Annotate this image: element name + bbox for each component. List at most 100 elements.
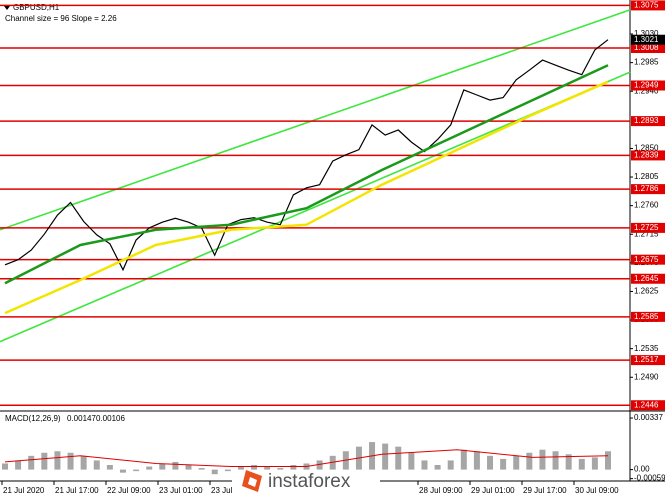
level-label: 1.2725: [634, 223, 659, 232]
chart-subtitle: Channel size = 96 Slope = 2.26: [5, 14, 117, 23]
level-label: 1.2585: [634, 312, 659, 321]
macd-bar: [237, 466, 244, 470]
level-label-box: [631, 0, 665, 11]
level-label: 1.2446: [634, 400, 659, 409]
level-label-box: [631, 355, 665, 366]
macd-bar: [277, 468, 284, 470]
level-label-box: [631, 116, 665, 127]
level-label-box: [631, 42, 665, 53]
level-label: 1.2786: [634, 184, 659, 193]
macd-bar: [28, 455, 35, 470]
macd-bar: [395, 446, 402, 470]
macd-bar: [80, 455, 87, 470]
macd-bar: [513, 455, 520, 470]
macd-bar: [552, 451, 559, 470]
macd-bar: [605, 451, 611, 470]
level-label-box: [631, 184, 665, 195]
level-label-box: [631, 254, 665, 265]
y-tick-label: 1.2715: [634, 229, 659, 238]
y-tick-label: 1.2625: [634, 287, 659, 296]
macd-bar: [251, 465, 258, 470]
title-marker: [4, 6, 10, 10]
y-tick-label: 1.3030: [634, 29, 659, 38]
macd-bar: [290, 465, 297, 470]
macd-bar: [106, 465, 113, 470]
channel-line: [0, 9, 631, 231]
y-tick-label: 0.00: [634, 465, 650, 474]
macd-bar: [408, 452, 415, 470]
x-tick-label: 30 Jul 09:00: [575, 486, 619, 495]
macd-bar: [526, 452, 533, 470]
macd-bar: [146, 466, 153, 470]
macd-bar: [434, 465, 441, 470]
macd-bar: [172, 461, 179, 470]
level-label-box: [631, 273, 665, 284]
level-label: 1.2949: [634, 81, 659, 90]
macd-bar: [133, 469, 140, 472]
macd-title: MACD(12,26,9): [5, 414, 61, 423]
x-tick-label: 21 Jul 2020: [3, 486, 45, 495]
watermark: instaforex: [268, 471, 351, 492]
macd-bar: [54, 451, 61, 470]
level-label: 1.3008: [634, 43, 659, 52]
x-tick-label: 29 Jul 01:00: [471, 486, 515, 495]
macd-bar: [224, 469, 231, 472]
macd-bar: [2, 463, 8, 470]
macd-bar: [264, 466, 271, 470]
level-label-box: [631, 311, 665, 322]
macd-bar: [198, 468, 205, 470]
level-label: 1.2839: [634, 151, 659, 160]
level-label: 1.2517: [634, 355, 659, 364]
macd-bar: [316, 460, 323, 470]
y-tick-label: 1.2985: [634, 58, 659, 67]
macd-bar: [500, 458, 507, 470]
macd-bar: [565, 454, 572, 470]
macd-bar: [460, 449, 467, 470]
macd-bar: [67, 452, 74, 470]
macd-bar: [15, 460, 22, 470]
level-label-box: [631, 222, 665, 233]
x-tick-label: 28 Jul 09:00: [419, 486, 463, 495]
macd-main-value: 0.00147: [67, 414, 96, 423]
macd-bar: [473, 451, 480, 470]
y-tick-label: -0.00059: [634, 474, 665, 483]
x-tick-label: 29 Jul 17:00: [523, 486, 567, 495]
macd-bar: [487, 455, 494, 470]
current-price-box: [631, 34, 665, 45]
y-tick-label: 1.2490: [634, 372, 659, 381]
level-label: 1.2645: [634, 274, 659, 283]
signal-line: [4, 449, 609, 467]
watermark-icon-inner: [248, 477, 257, 487]
macd-bar: [93, 460, 100, 470]
x-tick-label: 23 Jul 01:00: [159, 486, 203, 495]
level-label-box: [631, 150, 665, 161]
moving-average: [4, 64, 609, 285]
macd-bar: [159, 463, 166, 470]
y-tick-label: 0.00337: [634, 413, 663, 422]
y-tick-label: 1.2760: [634, 201, 659, 210]
macd-bar: [41, 452, 48, 470]
x-tick-label: 21 Jul 17:00: [55, 486, 99, 495]
macd-bar: [382, 443, 389, 470]
macd-bar: [447, 460, 454, 470]
y-tick-label: 1.2805: [634, 172, 659, 181]
current-price-label: 1.3021: [634, 35, 659, 44]
y-tick-label: 1.2940: [634, 86, 659, 95]
moving-average: [4, 80, 609, 315]
level-label: 1.2675: [634, 255, 659, 264]
macd-bar: [119, 469, 126, 473]
macd-bar: [591, 457, 598, 470]
macd-bar: [185, 465, 192, 470]
chart-title: GBPUSD,H1: [13, 3, 60, 12]
y-tick-label: 1.2850: [634, 144, 659, 153]
macd-bar: [421, 460, 428, 470]
level-label: 1.3075: [634, 1, 659, 10]
level-label-box: [631, 400, 665, 411]
level-label: 1.2893: [634, 116, 659, 125]
x-tick-label: 22 Jul 09:00: [107, 486, 151, 495]
macd-bar: [578, 458, 585, 470]
level-label-box: [631, 80, 665, 91]
